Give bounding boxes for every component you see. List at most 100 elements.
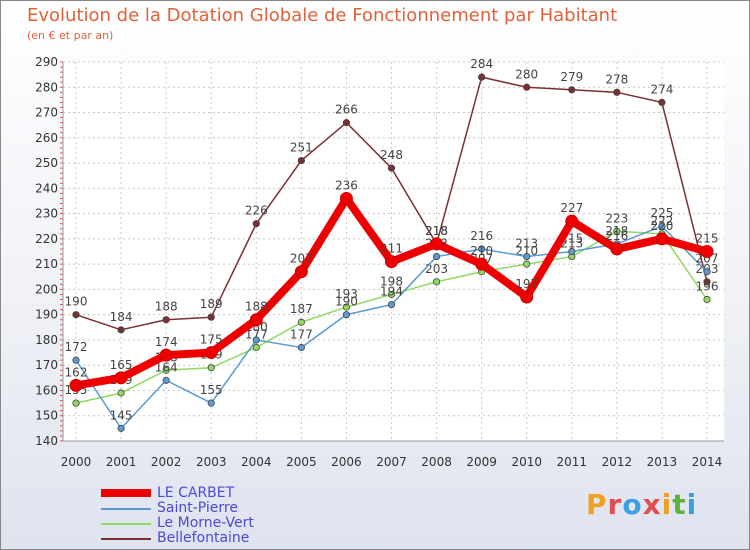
data-label-saint-pierre: 225 <box>650 206 673 220</box>
data-point-bellefontaine <box>342 119 351 127</box>
data-point-le-carbet <box>430 237 444 251</box>
y-tick-label: 220 <box>35 232 58 246</box>
data-label-le-morne-vert: 203 <box>425 262 448 276</box>
data-label-le-carbet: 174 <box>155 335 178 349</box>
data-label-bellefontaine: 248 <box>380 148 403 162</box>
legend-swatch <box>101 489 151 497</box>
data-label-le-carbet: 211 <box>380 242 403 256</box>
data-point-le-carbet <box>69 378 83 392</box>
legend-label: Le Morne-Vert <box>157 515 254 531</box>
data-label-le-morne-vert: 198 <box>380 274 403 288</box>
data-point-bellefontaine <box>252 220 260 228</box>
data-label-bellefontaine: 266 <box>335 103 358 117</box>
data-point-le-morne-vert <box>387 290 396 299</box>
data-point-saint-pierre <box>72 356 80 364</box>
data-label-bellefontaine: 218 <box>425 224 448 238</box>
legend-item-le-carbet: LE CARBET <box>101 485 361 501</box>
data-point-le-morne-vert <box>613 227 621 235</box>
legend-swatch <box>101 523 151 525</box>
data-label-bellefontaine: 279 <box>560 70 583 84</box>
data-point-saint-pierre <box>252 336 260 344</box>
y-tick-label: 230 <box>35 207 58 221</box>
data-point-saint-pierre <box>162 376 170 384</box>
data-label-bellefontaine: 251 <box>290 141 313 155</box>
y-tick-label: 270 <box>35 106 58 120</box>
data-point-le-morne-vert <box>207 364 215 372</box>
y-tick-label: 150 <box>35 409 58 423</box>
y-tick-label: 160 <box>35 383 58 397</box>
y-tick-label: 140 <box>35 434 58 448</box>
data-point-le-carbet <box>700 245 714 258</box>
data-point-saint-pierre <box>117 424 125 432</box>
data-point-le-carbet <box>475 257 489 271</box>
data-label-le-carbet: 215 <box>696 232 719 246</box>
x-tick-label: 2014 <box>692 455 723 469</box>
data-point-saint-pierre <box>297 343 305 352</box>
legend-swatch <box>101 538 151 540</box>
data-point-le-morne-vert <box>162 366 170 374</box>
data-point-le-morne-vert <box>432 278 441 286</box>
data-point-bellefontaine <box>658 98 666 107</box>
data-label-le-carbet: 236 <box>335 178 358 192</box>
data-label-saint-pierre: 155 <box>200 383 223 397</box>
data-point-bellefontaine <box>72 311 80 319</box>
data-point-le-carbet <box>520 290 534 304</box>
data-label-le-carbet: 218 <box>425 224 448 238</box>
x-tick-label: 2002 <box>151 455 182 469</box>
legend: LE CARBET Saint-Pierre Le Morne-Vert Bel… <box>101 485 361 546</box>
data-label-le-morne-vert: 210 <box>515 244 538 258</box>
legend-item-le-morne-vert: Le Morne-Vert <box>101 515 361 531</box>
data-point-saint-pierre <box>478 245 486 253</box>
data-point-le-morne-vert <box>342 303 351 311</box>
data-label-le-carbet: 165 <box>110 358 133 372</box>
data-label-saint-pierre: 218 <box>605 224 628 238</box>
data-point-bellefontaine <box>162 316 170 324</box>
data-point-bellefontaine <box>478 73 486 81</box>
y-tick-label: 260 <box>35 131 58 145</box>
chart-subtitle: (en € et par an) <box>27 29 114 42</box>
x-tick-label: 2000 <box>61 455 92 469</box>
data-point-bellefontaine <box>117 326 125 334</box>
data-point-le-carbet <box>204 346 218 360</box>
data-label-bellefontaine: 284 <box>470 57 493 71</box>
legend-item-bellefontaine: Bellefontaine <box>101 530 361 546</box>
data-label-le-morne-vert: 177 <box>245 328 268 342</box>
y-tick-label: 190 <box>35 308 58 322</box>
legend-label: Bellefontaine <box>157 530 250 546</box>
data-label-le-morne-vert: 193 <box>335 287 358 301</box>
data-point-bellefontaine <box>207 313 215 321</box>
data-point-le-carbet <box>385 255 398 269</box>
data-label-bellefontaine: 189 <box>200 297 223 311</box>
data-point-le-morne-vert <box>297 318 305 326</box>
data-label-bellefontaine: 226 <box>245 204 268 218</box>
y-tick-label: 290 <box>35 55 58 69</box>
proxiti-logo: Proxiti <box>586 488 698 521</box>
data-point-le-carbet <box>610 242 624 256</box>
y-tick-label: 200 <box>35 282 58 296</box>
data-label-bellefontaine: 280 <box>515 67 538 81</box>
data-point-le-morne-vert <box>117 389 125 397</box>
data-point-bellefontaine <box>568 86 576 94</box>
data-point-bellefontaine <box>297 156 305 165</box>
data-point-saint-pierre <box>387 300 396 309</box>
data-label-bellefontaine: 274 <box>650 82 673 96</box>
data-point-le-morne-vert <box>703 295 711 304</box>
data-label-le-morne-vert: 213 <box>560 237 583 251</box>
data-point-le-carbet <box>159 348 173 362</box>
data-label-saint-pierre: 172 <box>65 340 88 354</box>
data-point-saint-pierre <box>342 311 351 319</box>
data-label-saint-pierre: 145 <box>110 408 133 422</box>
data-label-saint-pierre: 177 <box>290 328 313 342</box>
data-point-bellefontaine <box>387 164 396 172</box>
data-label-le-carbet: 227 <box>560 201 583 215</box>
x-tick-label: 2007 <box>376 455 407 469</box>
data-label-le-carbet: 207 <box>290 252 313 266</box>
data-label-le-carbet: 216 <box>605 229 628 243</box>
data-point-le-carbet <box>655 232 669 246</box>
x-tick-label: 2011 <box>557 455 588 469</box>
data-point-le-carbet <box>294 265 308 279</box>
data-label-le-morne-vert: 187 <box>290 302 313 316</box>
data-point-saint-pierre <box>207 399 215 407</box>
data-point-le-carbet <box>114 371 128 385</box>
